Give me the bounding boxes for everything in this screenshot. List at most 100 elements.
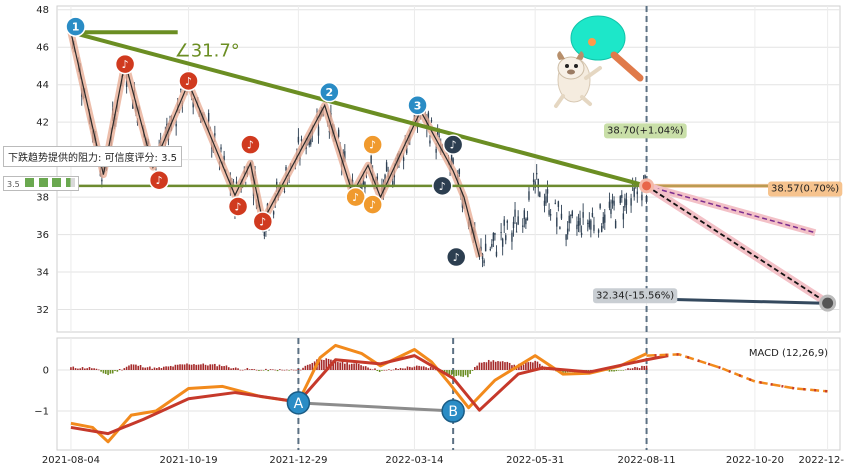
- divergence-marker-a: [286, 391, 311, 415]
- macd-histogram-bar: [610, 370, 613, 372]
- macd-histogram-bar: [501, 361, 504, 370]
- candle-body: [214, 133, 216, 136]
- macd-histogram-bar: [86, 368, 88, 370]
- candle-body: [483, 260, 485, 264]
- candle-body: [506, 220, 509, 223]
- candle-body: [501, 238, 504, 247]
- macd-histogram-bar: [225, 365, 228, 370]
- candle-body: [610, 208, 612, 214]
- macd-histogram-bar: [450, 370, 453, 375]
- macd-histogram-bar: [357, 363, 360, 370]
- star-icon: [38, 178, 48, 187]
- macd-histogram-bar: [176, 364, 179, 370]
- y-tick-label: 32: [36, 305, 49, 316]
- signal-marker-label: ♪: [453, 251, 460, 264]
- candle-body: [570, 214, 572, 216]
- macd-histogram-bar: [425, 367, 427, 370]
- candle-body: [337, 129, 340, 138]
- macd-histogram-bar: [422, 366, 425, 370]
- y-tick-label: 48: [36, 5, 49, 16]
- rating-value: 3.5: [7, 180, 20, 189]
- macd-histogram-bar: [202, 363, 205, 370]
- candle-body: [604, 214, 606, 223]
- candle-body: [613, 200, 615, 206]
- candle-body: [180, 88, 182, 90]
- macd-histogram-bar: [230, 368, 232, 370]
- y-tick-label: 46: [36, 43, 49, 54]
- macd-histogram-bar: [525, 362, 527, 370]
- macd-histogram-bar: [292, 369, 295, 371]
- macd-histogram-bar: [471, 370, 474, 371]
- target-price-label-bg: [593, 288, 678, 304]
- macd-histogram-bar: [369, 368, 372, 370]
- candle-body: [429, 140, 431, 144]
- macd-histogram-bar: [562, 370, 564, 374]
- macd-histogram-bar: [620, 370, 622, 371]
- macd-histogram-bar: [123, 368, 126, 370]
- divergence-marker-b: [441, 399, 465, 423]
- macd-histogram-bar: [246, 367, 249, 370]
- macd-histogram-bar: [211, 364, 214, 370]
- x-tick-label: 2022-12-06: [799, 455, 844, 466]
- macd-histogram-bar: [634, 366, 636, 370]
- candle-body: [619, 196, 621, 204]
- macd-histogram-bar: [318, 359, 321, 370]
- x-tick-label: 2021-12-29: [269, 455, 327, 466]
- macd-histogram-bar: [376, 370, 379, 371]
- macd-histogram-bar: [341, 361, 344, 370]
- signal-marker: [227, 196, 249, 217]
- candle-body: [599, 204, 601, 209]
- macd-histogram-bar: [160, 368, 163, 370]
- candle-body: [514, 209, 516, 217]
- candle-body: [557, 201, 560, 207]
- macd-histogram-bar: [183, 364, 186, 370]
- candle-body: [630, 198, 632, 206]
- candle-body: [560, 213, 563, 219]
- macd-histogram-bar: [251, 369, 253, 370]
- candle-body: [593, 224, 595, 231]
- macd-y-tick-label: −1: [34, 407, 49, 418]
- candle-body: [263, 231, 266, 237]
- macd-histogram-bar: [645, 365, 648, 370]
- signal-marker: [445, 246, 467, 268]
- candle-body: [608, 201, 611, 208]
- candle-body: [276, 181, 278, 186]
- macd-histogram-bar: [390, 369, 393, 371]
- macd-histogram-bar: [415, 365, 418, 370]
- macd-histogram-bar: [100, 370, 102, 372]
- signal-marker-label: ♪: [369, 139, 376, 152]
- macd-histogram-bar: [295, 369, 297, 371]
- macd-histogram-bar: [527, 362, 529, 370]
- macd-histogram-bar: [79, 368, 82, 370]
- macd-histogram-bar: [128, 365, 130, 370]
- candle-body: [300, 139, 303, 141]
- x-tick-label: 2022-03-14: [385, 455, 443, 466]
- candle-body: [344, 151, 346, 161]
- candle-body: [582, 212, 584, 218]
- candle-body: [546, 189, 549, 194]
- macd-histogram-bar: [453, 370, 455, 377]
- macd-histogram-bar: [348, 364, 351, 370]
- macd-histogram-bar: [285, 369, 288, 371]
- x-tick-label: 2021-10-19: [159, 455, 217, 466]
- macd-histogram-bar: [631, 368, 634, 370]
- candle-body: [492, 232, 495, 242]
- signal-marker-label: ♪: [122, 58, 129, 71]
- macd-histogram-bar: [144, 367, 147, 370]
- macd-histogram-bar: [311, 362, 314, 370]
- macd-histogram-bar: [350, 363, 353, 370]
- macd-histogram-bar: [153, 367, 156, 370]
- current-price-label: 38.57(0.70%): [771, 183, 839, 194]
- macd-histogram-bar: [411, 367, 413, 370]
- current-price-point: [639, 178, 655, 194]
- divergence-label: B: [448, 404, 458, 420]
- macd-histogram-bar: [165, 366, 167, 370]
- candle-body: [503, 219, 505, 226]
- macd-histogram-bar: [239, 369, 242, 371]
- macd-histogram-bar: [504, 362, 506, 370]
- projection-mid-line: [646, 185, 816, 234]
- macd-histogram-bar: [135, 364, 137, 370]
- x-tick-label: 2022-05-31: [506, 455, 564, 466]
- candle-body: [525, 218, 527, 225]
- signal-marker: [240, 134, 261, 155]
